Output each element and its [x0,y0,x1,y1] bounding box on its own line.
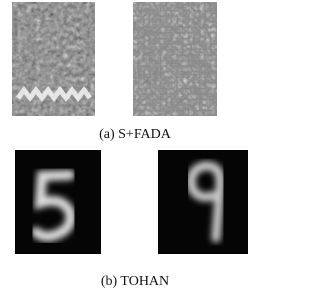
caption: (a) S+FADA [99,127,172,142]
tohan-image-1 [15,150,101,254]
caption: (b) TOHAN [101,274,169,289]
sfada-image-2 [133,2,217,116]
tohan-image-2 [158,150,248,254]
sfada-image-1 [12,2,95,116]
figure: (a) S+FADA (b) TOHAN [0,0,270,294]
